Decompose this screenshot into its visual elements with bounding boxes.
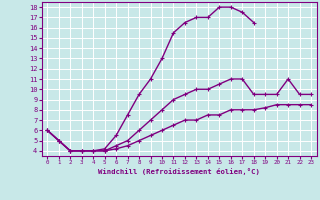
X-axis label: Windchill (Refroidissement éolien,°C): Windchill (Refroidissement éolien,°C) (98, 168, 260, 175)
